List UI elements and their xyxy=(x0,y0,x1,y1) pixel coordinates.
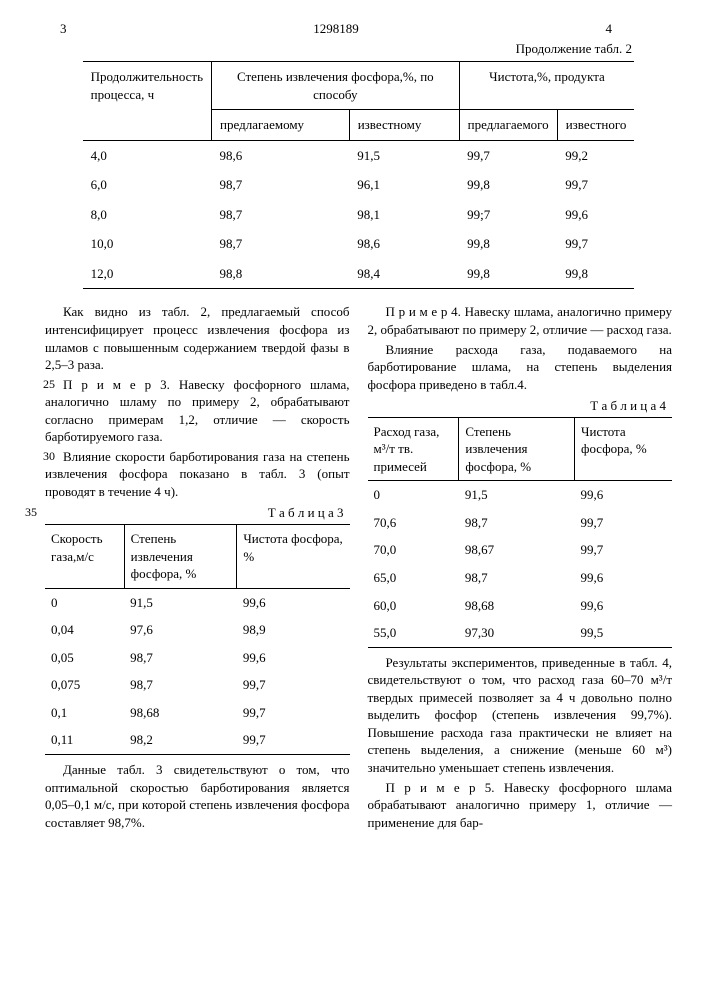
t2-cell: 10,0 xyxy=(83,229,212,259)
t3-cell: 0 xyxy=(45,588,124,616)
table4: Расход газа, м³/т тв. примесей Степень и… xyxy=(368,417,673,648)
t2-cell: 98,7 xyxy=(212,229,350,259)
t4-cell: 99,7 xyxy=(575,509,672,537)
t4-cell: 65,0 xyxy=(368,564,459,592)
left-p1: Как видно из табл. 2, предлагаемый спосо… xyxy=(45,303,350,373)
t3-cell: 98,9 xyxy=(237,616,350,644)
t4-cell: 60,0 xyxy=(368,592,459,620)
patent-num: 1298189 xyxy=(313,20,359,38)
t4-cell: 98,67 xyxy=(459,536,575,564)
t2-cell: 99,7 xyxy=(557,229,634,259)
t2-cell: 98,4 xyxy=(349,259,459,289)
t3-cell: 0,1 xyxy=(45,699,124,727)
t2-cell: 8,0 xyxy=(83,200,212,230)
left-column: Как видно из табл. 2, предлагаемый спосо… xyxy=(45,303,350,833)
t3-cell: 0,04 xyxy=(45,616,124,644)
t2-h3: Чистота,%, продукта xyxy=(489,69,605,84)
table3: Скорость газа,м/с Степень извлечения фос… xyxy=(45,524,350,755)
table4-title: Т а б л и ц а 4 xyxy=(368,397,673,415)
page: 3 1298189 4 Продолжение табл. 2 Продолжи… xyxy=(0,0,707,853)
t3-cell: 98,2 xyxy=(124,726,237,754)
t4-cell: 91,5 xyxy=(459,481,575,509)
t2-cell: 98,6 xyxy=(212,140,350,170)
t2-h3a: предлагаемого xyxy=(459,110,557,141)
t2-cell: 4,0 xyxy=(83,140,212,170)
t2-cell: 98,7 xyxy=(212,200,350,230)
t2-cell: 99,7 xyxy=(459,140,557,170)
t3-cell: 98,7 xyxy=(124,671,237,699)
right-column: П р и м е р 4. Навеску шлама, аналогично… xyxy=(368,303,673,833)
t4-cell: 99,6 xyxy=(575,592,672,620)
t2-cell: 98,7 xyxy=(212,170,350,200)
t4-cell: 98,68 xyxy=(459,592,575,620)
t3-h1: Скорость газа,м/с xyxy=(51,531,103,564)
line-marker: 35 xyxy=(25,504,37,520)
t3-cell: 98,68 xyxy=(124,699,237,727)
t2-cell: 99,8 xyxy=(557,259,634,289)
t3-cell: 99,7 xyxy=(237,671,350,699)
table2-continuation: Продолжение табл. 2 xyxy=(45,40,672,58)
t2-cell: 98,1 xyxy=(349,200,459,230)
t2-cell: 91,5 xyxy=(349,140,459,170)
t3-cell: 99,7 xyxy=(237,699,350,727)
left-p3: 30 Влияние скорости барботирования газа … xyxy=(45,448,350,501)
t2-h1: Продолжительность процесса, ч xyxy=(91,69,203,102)
t2-cell: 99,6 xyxy=(557,200,634,230)
t3-cell: 99,6 xyxy=(237,644,350,672)
t4-cell: 99,6 xyxy=(575,564,672,592)
table3-title: 35 Т а б л и ц а 3 xyxy=(45,504,350,522)
t4-cell: 98,7 xyxy=(459,509,575,537)
t4-cell: 97,30 xyxy=(459,619,575,647)
right-p1: П р и м е р 4. Навеску шлама, аналогично… xyxy=(368,303,673,338)
page-header: 3 1298189 4 xyxy=(45,20,672,38)
t4-h1: Расход газа, м³/т тв. примесей xyxy=(374,424,440,474)
t2-cell: 99,2 xyxy=(557,140,634,170)
left-p4: Данные табл. 3 свидетельствуют о том, чт… xyxy=(45,761,350,831)
t2-cell: 6,0 xyxy=(83,170,212,200)
page-num-right: 4 xyxy=(606,20,613,38)
t2-cell: 98,8 xyxy=(212,259,350,289)
right-p4: П р и м е р 5. Навеску фосфорного шлама … xyxy=(368,779,673,832)
t3-cell: 97,6 xyxy=(124,616,237,644)
t3-cell: 99,6 xyxy=(237,588,350,616)
t2-cell: 99;7 xyxy=(459,200,557,230)
t2-cell: 12,0 xyxy=(83,259,212,289)
t3-h2: Степень извлечения фосфора, % xyxy=(131,531,197,581)
t4-cell: 99,6 xyxy=(575,481,672,509)
line-marker: 30 xyxy=(25,448,55,464)
t3-h3: Чистота фосфора, % xyxy=(243,531,343,564)
t2-cell: 99,8 xyxy=(459,259,557,289)
t4-cell: 70,6 xyxy=(368,509,459,537)
t2-cell: 96,1 xyxy=(349,170,459,200)
t2-cell: 99,8 xyxy=(459,170,557,200)
t4-cell: 98,7 xyxy=(459,564,575,592)
t4-cell: 70,0 xyxy=(368,536,459,564)
t2-h2b: известному xyxy=(349,110,459,141)
t4-cell: 0 xyxy=(368,481,459,509)
t2-h3b: известного xyxy=(557,110,634,141)
t2-h2a: предлагаемому xyxy=(212,110,350,141)
t2-cell: 98,6 xyxy=(349,229,459,259)
t3-cell: 0,11 xyxy=(45,726,124,754)
left-p2: 25 П р и м е р 3. Навеску фосфорного шла… xyxy=(45,376,350,446)
columns: Как видно из табл. 2, предлагаемый спосо… xyxy=(45,303,672,833)
t3-cell: 99,7 xyxy=(237,726,350,754)
t2-cell: 99,7 xyxy=(557,170,634,200)
table2: Продолжительность процесса, ч Степень из… xyxy=(83,61,635,289)
t3-cell: 98,7 xyxy=(124,644,237,672)
t4-cell: 55,0 xyxy=(368,619,459,647)
line-marker: 25 xyxy=(25,376,55,392)
t3-cell: 0,05 xyxy=(45,644,124,672)
t2-h2: Степень извлечения фосфора,%, по способу xyxy=(237,69,434,102)
right-p3: Результаты экспериментов, приведенные в … xyxy=(368,654,673,777)
page-num-left: 3 xyxy=(60,20,67,38)
t4-h2: Степень извлечения фосфора, % xyxy=(465,424,531,474)
t4-h3: Чистота фосфора, % xyxy=(581,424,647,457)
t4-cell: 99,5 xyxy=(575,619,672,647)
t4-cell: 99,7 xyxy=(575,536,672,564)
right-p2: Влияние расхода газа, подаваемого на бар… xyxy=(368,341,673,394)
t2-cell: 99,8 xyxy=(459,229,557,259)
t3-cell: 91,5 xyxy=(124,588,237,616)
t3-cell: 0,075 xyxy=(45,671,124,699)
